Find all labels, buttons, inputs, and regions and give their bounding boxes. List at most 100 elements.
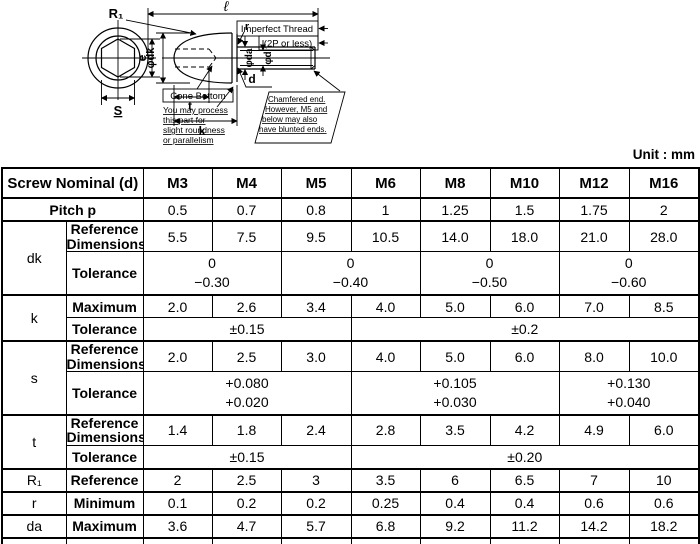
tolerance-cell: +0.080 +0.020: [142, 371, 352, 416]
column-header: M5: [280, 167, 352, 199]
s-dimension: [100, 80, 136, 105]
dk-tolerance-row: Tolerance 0 −0.30 0 −0.40 0 −0.50 0 −0.6…: [2, 251, 700, 296]
front-view: [82, 20, 160, 105]
value-cell: 5.9: [419, 536, 491, 544]
column-header: M16: [628, 167, 700, 199]
ref-line1: Reference: [70, 221, 139, 237]
value-cell: 5.0: [419, 339, 491, 373]
approx-label: Approx.: [65, 536, 144, 544]
maximum-label: Maximum: [65, 293, 144, 319]
value-cell: 4.7: [211, 513, 282, 539]
dimension-lines: [125, 8, 346, 144]
value-cell: 1: [350, 197, 421, 222]
t-reference-row: t Reference Dimensions 1.4 1.8 2.4 2.8 3…: [1, 413, 700, 470]
t-tolerance-row: Tolerance ±0.15 ±0.20: [2, 445, 700, 470]
value-cell: 0.6: [628, 490, 700, 516]
process-note-text: You may process this part for slight rou…: [163, 105, 228, 145]
value-cell: 2.4: [280, 413, 352, 447]
dk-label: dk: [1, 220, 67, 296]
value-cell: 6.0: [489, 293, 560, 319]
value-cell: 11.7: [628, 536, 700, 544]
cone-bottom-box: [162, 88, 234, 103]
tolerance-label: Tolerance: [65, 445, 144, 470]
r1-row: R₁ Reference 2 2.5 3 3.5 6 6.5 7 10: [1, 467, 700, 493]
phi-da-label: φda: [244, 48, 255, 67]
value-cell: 7.0: [558, 293, 630, 319]
reference-dimensions-label: Reference Dimensions: [65, 413, 144, 447]
tolerance-cell: +0.105 +0.030: [350, 371, 560, 416]
t-label: t: [1, 413, 67, 470]
value-cell: 4.0: [350, 293, 421, 319]
value-cell: 8.5: [628, 293, 700, 319]
value-cell: 1.5: [489, 197, 560, 222]
reference-dimensions-label: Reference Dimensions: [65, 220, 144, 253]
value-cell: 14.0: [419, 220, 491, 253]
tol-upper: 0: [208, 255, 216, 272]
e-label: e: [1, 536, 67, 544]
tol-lower: −0.40: [332, 274, 369, 291]
value-cell: 10: [628, 467, 700, 493]
center-crosshair: [82, 20, 156, 100]
tolerance-cell: ±0.15: [142, 317, 352, 342]
r-label: r: [245, 21, 250, 33]
k-dimension: [173, 85, 238, 126]
tol-lower: −0.30: [194, 274, 230, 291]
dk-reference-row: dk Reference Dimensions 5.5 7.5 9.5 10.5…: [1, 220, 700, 296]
reference-label: Reference: [65, 467, 144, 493]
value-cell: 9.5: [280, 220, 352, 253]
value-cell: 11.2: [489, 513, 560, 539]
svg-text:below may also: below may also: [262, 115, 318, 124]
unit-label: Unit : mm: [632, 147, 695, 162]
k-maximum-row: k Maximum 2.0 2.6 3.4 4.0 5.0 6.0 7.0 8.…: [1, 293, 700, 342]
threaded-shank: [237, 46, 316, 70]
tol-lower: −0.60: [611, 274, 647, 291]
tol-upper: 0: [485, 255, 494, 272]
k-label: k: [1, 293, 67, 342]
value-cell: 2.3: [142, 536, 213, 544]
value-cell: 0.5: [142, 197, 213, 222]
chamfer-note-text: Chamfered end. However, M5 and below may…: [259, 95, 327, 134]
value-cell: 28.0: [628, 220, 700, 253]
length-label: ℓ: [223, 0, 229, 14]
value-cell: 2: [142, 467, 213, 493]
value-cell: 6.0: [489, 339, 560, 373]
dimension-table: Screw Nominal (d) M3 M4 M5 M6 M8 M10 M12…: [1, 167, 700, 544]
r-row: r Minimum 0.1 0.2 0.2 0.25 0.4 0.4 0.6 0…: [1, 490, 700, 516]
value-cell: 3.4: [280, 293, 352, 319]
value-cell: 8.0: [558, 339, 630, 373]
t-label: t: [188, 99, 192, 113]
value-cell: 3.6: [142, 513, 213, 539]
chamfer-note-leader: [313, 70, 341, 92]
value-cell: 14.2: [558, 513, 630, 539]
k-tolerance-row: Tolerance ±0.15 ±0.2: [2, 317, 700, 342]
value-cell: 18.0: [489, 220, 560, 253]
value-cell: 0.8: [280, 197, 352, 222]
tol-lower: +0.020: [225, 394, 269, 410]
tolerance-cell: ±0.20: [350, 445, 700, 470]
tol-lower: +0.030: [433, 394, 477, 410]
chamfer-note-outline: [254, 91, 346, 144]
value-cell: 0.4: [419, 490, 491, 516]
tolerance-cell: ±0.2: [350, 317, 700, 342]
svg-text:You may process: You may process: [163, 105, 228, 115]
value-cell: 3.5: [350, 467, 421, 493]
da-row: da Maximum 3.6 4.7 5.7 6.8 9.2 11.2 14.2…: [1, 513, 700, 539]
2p-or-less-box: [258, 35, 319, 51]
r-leader-line: [237, 31, 245, 45]
value-cell: 5.5: [142, 220, 213, 253]
value-cell: 6.5: [489, 467, 560, 493]
value-cell: 18.2: [628, 513, 700, 539]
t-dimension: [173, 69, 210, 103]
value-cell: 3.6: [280, 536, 352, 544]
column-header: M8: [419, 167, 491, 199]
column-header: M6: [350, 167, 421, 199]
reference-dimensions-label: Reference Dimensions: [65, 339, 144, 373]
value-cell: 2.9: [211, 536, 282, 544]
s-label: S: [114, 103, 123, 118]
column-header: M12: [558, 167, 630, 199]
header-label: Screw Nominal (d): [1, 167, 144, 199]
ref-line2: Dimensions: [66, 429, 144, 446]
value-cell: 3.0: [280, 339, 352, 373]
d-leader-line: [237, 67, 272, 88]
value-cell: 6.0: [628, 413, 700, 447]
